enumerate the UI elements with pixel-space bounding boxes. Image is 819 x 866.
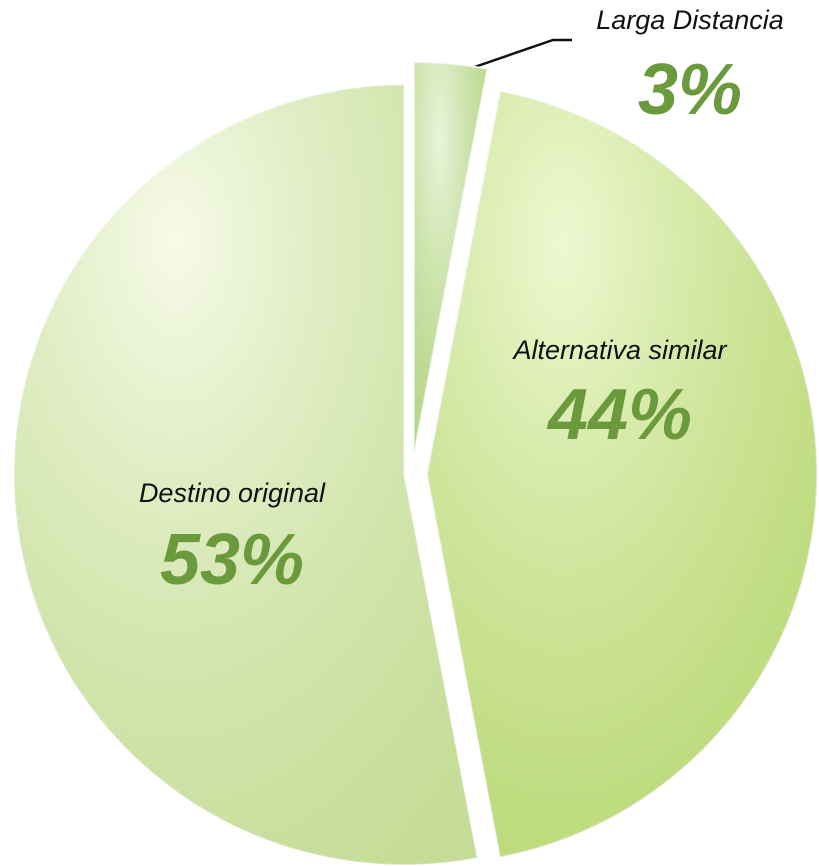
pie-slice: [425, 89, 818, 859]
value-label: 53%: [160, 520, 304, 600]
value-label: 3%: [638, 50, 742, 130]
pie-slice: [13, 83, 479, 866]
slice-label: Larga Distancia: [596, 5, 784, 35]
leader-line: [459, 38, 572, 74]
slice-label: Destino original: [139, 478, 326, 508]
slice-label: Alternativa similar: [511, 335, 727, 365]
value-label: 44%: [546, 375, 692, 455]
